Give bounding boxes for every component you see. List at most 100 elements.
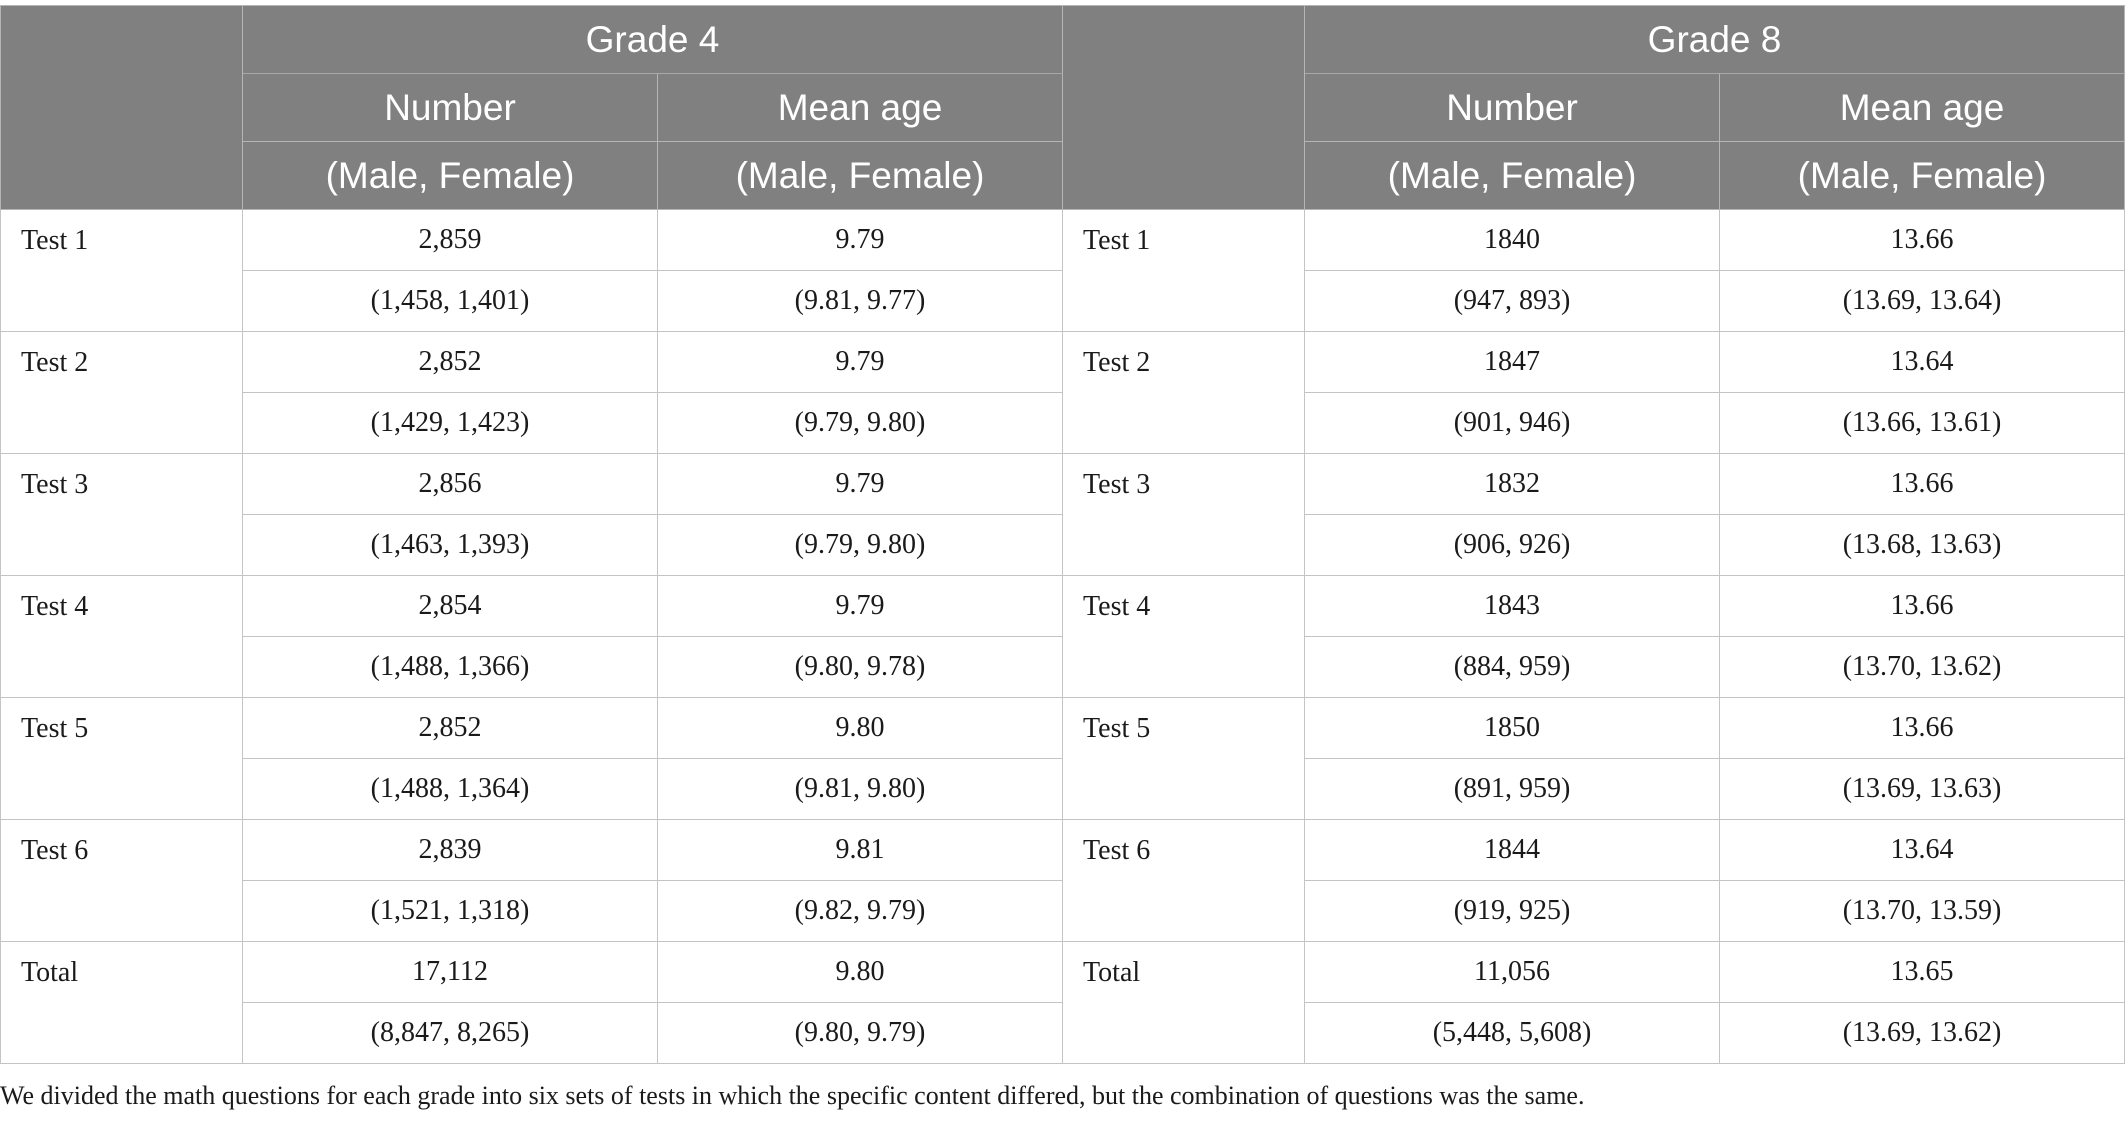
table-row: Test 3 2,856 9.79 Test 3 1832 13.66: [0, 453, 2126, 576]
grade8-mean-age-cell: 13.64: [1719, 331, 2126, 393]
grade4-mean-age-mf-cell: (9.82, 9.79): [656, 880, 1064, 942]
grade8-mean-age-mf-cell: (13.66, 13.61): [1719, 392, 2126, 454]
row-label: Test 1: [0, 209, 243, 332]
grade8-number-cell: 1844: [1304, 819, 1721, 881]
grade8-number-subheader: (Male, Female): [1304, 141, 1721, 210]
grade4-number-subheader: (Male, Female): [242, 141, 658, 210]
grade8-header: Grade 8: [1304, 5, 2126, 74]
header-corner-cell: [0, 5, 243, 210]
grade8-mean-age-cell: 13.64: [1719, 819, 2126, 881]
grade8-number-mf-cell: (884, 959): [1304, 636, 1721, 698]
grade4-number-cell: 2,839: [242, 819, 658, 881]
grade4-mean-age-cell: 9.79: [656, 331, 1064, 393]
table-row-mf: (1,463, 1,393) (9.79, 9.80) (906, 926) (13.…: [1, 514, 2126, 576]
grade8-mean-age-cell: 13.66: [1719, 453, 2126, 515]
grade8-mean-age-mf-cell: (13.70, 13.59): [1719, 880, 2126, 942]
grade4-mean-age-mf-cell: (9.79, 9.80): [656, 514, 1064, 576]
grade4-number-mf-cell: (1,521, 1,318): [242, 880, 658, 942]
grade4-mean-age-mf-cell: (9.80, 9.78): [656, 636, 1064, 698]
grade8-number-mf-cell: (901, 946): [1304, 392, 1721, 454]
grade8-row-label: Test 2: [1062, 331, 1306, 454]
row-label: Test 3: [0, 453, 243, 576]
grade8-number-mf-cell: (891, 959): [1304, 758, 1721, 820]
grade4-number-mf-cell: (1,488, 1,364): [242, 758, 658, 820]
table-row: Test 5 2,852 9.80 Test 5 1850 13.66: [0, 697, 2126, 820]
grade4-number-mf-cell: (8,847, 8,265): [242, 1002, 658, 1064]
row-label: Test 6: [0, 819, 243, 942]
grade4-mean-age-cell: 9.79: [656, 209, 1064, 271]
grade8-number-header: Number: [1304, 73, 1721, 142]
grade8-row-label: Test 5: [1062, 697, 1306, 820]
grade4-number-mf-cell: (1,488, 1,366): [242, 636, 658, 698]
grade8-number-cell: 1850: [1304, 697, 1721, 759]
grade8-mean-age-mf-cell: (13.68, 13.63): [1719, 514, 2126, 576]
grade8-mean-age-subheader: (Male, Female): [1719, 141, 2126, 210]
grade4-number-mf-cell: (1,429, 1,423): [242, 392, 658, 454]
grade8-number-mf-cell: (906, 926): [1304, 514, 1721, 576]
grade4-number-cell: 2,852: [242, 331, 658, 393]
table-body: Test 1 2,859 9.79 Test 1 1840 13.66 (1,458, 1,…: [0, 209, 2126, 1064]
grade4-mean-age-mf-cell: (9.81, 9.80): [656, 758, 1064, 820]
grade4-number-cell: 2,856: [242, 453, 658, 515]
table-row: Test 6 2,839 9.81 Test 6 1844 13.64: [0, 819, 2126, 942]
grade8-mean-age-cell: 13.66: [1719, 209, 2126, 271]
table-row: Test 1 2,859 9.79 Test 1 1840 13.66: [0, 209, 2126, 332]
grade4-mean-age-mf-cell: (9.81, 9.77): [656, 270, 1064, 332]
grade4-mean-age-cell: 9.80: [656, 697, 1064, 759]
grade8-number-cell: 1843: [1304, 575, 1721, 637]
grade4-number-cell: 2,852: [242, 697, 658, 759]
grade4-mean-age-cell: 9.79: [656, 575, 1064, 637]
table-row: Test 4 2,854 9.79 Test 4 1843 13.66: [0, 575, 2126, 698]
grade8-number-cell: 1847: [1304, 331, 1721, 393]
row-label: Test 2: [0, 331, 243, 454]
grade8-row-label: Test 3: [1062, 453, 1306, 576]
grade8-number-cell: 1840: [1304, 209, 1721, 271]
grade8-number-cell: 1832: [1304, 453, 1721, 515]
grade4-mean-age-cell: 9.80: [656, 941, 1064, 1003]
grade8-mean-age-cell: 13.66: [1719, 575, 2126, 637]
grade8-number-cell: 11,056: [1304, 941, 1721, 1003]
data-table: Grade 4 Grade 8 Number Mean age Number M…: [0, 5, 2126, 1064]
table-row-mf: (1,458, 1,401) (9.81, 9.77) (947, 893) (13.…: [1, 270, 2126, 332]
table-row: Total 17,112 9.80 Total 11,056 13.65: [0, 941, 2126, 1064]
grade8-row-label: Test 6: [1062, 819, 1306, 942]
grade8-row-label: Test 1: [1062, 209, 1306, 332]
grade4-number-mf-cell: (1,458, 1,401): [242, 270, 658, 332]
grade4-mean-age-header: Mean age: [656, 73, 1064, 142]
grade4-header: Grade 4: [241, 5, 1064, 74]
table-row-mf: (1,429, 1,423) (9.79, 9.80) (901, 946) (13.…: [1, 392, 2126, 454]
grade4-number-mf-cell: (1,463, 1,393): [242, 514, 658, 576]
grade4-mean-age-mf-cell: (9.80, 9.79): [656, 1002, 1064, 1064]
table-row-mf: (8,847, 8,265) (9.80, 9.79) (5,448, 5,608)…: [1, 1002, 2126, 1064]
grade8-mean-age-mf-cell: (13.69, 13.64): [1719, 270, 2126, 332]
table-footnote: We divided the math questions for each g…: [0, 1081, 1585, 1110]
grade4-mean-age-subheader: (Male, Female): [656, 141, 1064, 210]
grade4-number-cell: 2,854: [242, 575, 658, 637]
row-label: Total: [0, 941, 243, 1064]
table-header: Grade 4 Grade 8 Number Mean age Number M…: [0, 5, 2126, 210]
grade4-number-header: Number: [242, 73, 658, 142]
grade8-number-mf-cell: (919, 925): [1304, 880, 1721, 942]
grade8-mean-age-mf-cell: (13.69, 13.62): [1719, 1002, 2126, 1064]
grade4-mean-age-cell: 9.79: [656, 453, 1064, 515]
grade8-row-label: Test 4: [1062, 575, 1306, 698]
data-table-container: Grade 4 Grade 8 Number Mean age Number M…: [0, 5, 2126, 1064]
grade4-mean-age-mf-cell: (9.79, 9.80): [656, 392, 1064, 454]
table-row-mf: (1,521, 1,318) (9.82, 9.79) (919, 925) (13.…: [1, 880, 2126, 942]
grade4-number-cell: 2,859: [242, 209, 658, 271]
table-row: Test 2 2,852 9.79 Test 2 1847 13.64: [0, 331, 2126, 454]
grade8-mean-age-mf-cell: (13.70, 13.62): [1719, 636, 2126, 698]
grade8-mean-age-mf-cell: (13.69, 13.63): [1719, 758, 2126, 820]
row-label: Test 5: [0, 697, 243, 820]
grade8-row-label: Total: [1062, 941, 1306, 1064]
table-row-mf: (1,488, 1,364) (9.81, 9.80) (891, 959) (13.…: [1, 758, 2126, 820]
grade8-number-mf-cell: (5,448, 5,608): [1304, 1002, 1721, 1064]
grade8-mean-age-header: Mean age: [1719, 73, 2126, 142]
grade8-number-mf-cell: (947, 893): [1304, 270, 1721, 332]
grade8-mean-age-cell: 13.66: [1719, 697, 2126, 759]
grade8-mean-age-cell: 13.65: [1719, 941, 2126, 1003]
header-spacer-cell: [1062, 5, 1306, 210]
grade4-mean-age-cell: 9.81: [656, 819, 1064, 881]
row-label: Test 4: [0, 575, 243, 698]
grade4-number-cell: 17,112: [242, 941, 658, 1003]
